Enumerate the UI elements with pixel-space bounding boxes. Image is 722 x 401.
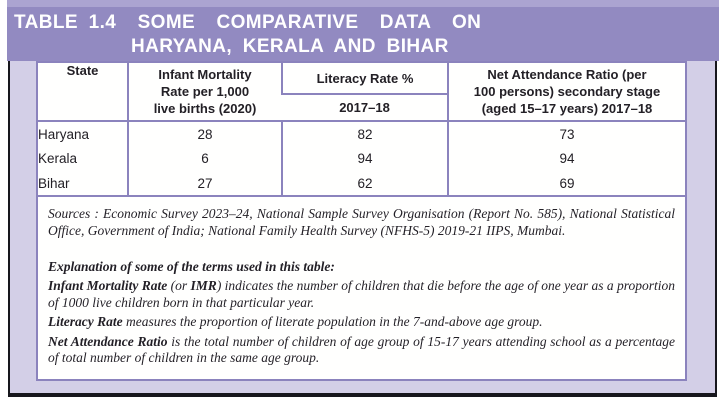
cell-imr-value: 28 (127, 121, 282, 146)
cell-state-name: Kerala (38, 151, 78, 166)
table-row-bihar: Bihar 27 62 69 (38, 171, 685, 197)
content-frame: State Infant Mortality Rate per 1,000 li… (8, 61, 717, 397)
term-definition-text: measures the proportion of literate popu… (122, 314, 543, 329)
col-header-literacy-rate: Literacy Rate % (281, 63, 448, 95)
term-name: Infant Mortality Rate (48, 278, 168, 293)
comparative-data-table: State Infant Mortality Rate per 1,000 li… (38, 63, 685, 197)
cell-literacy-value: 82 (281, 121, 448, 146)
term-definition-text: ) indicates the number of children that … (48, 278, 676, 310)
table-row-kerala: Kerala 6 94 94 (38, 146, 685, 171)
term-definition-literacy-rate: Literacy Rate measures the proportion of… (48, 314, 675, 331)
col-header-infant-mortality: Infant Mortality Rate per 1,000 live bir… (127, 63, 282, 122)
term-name: Literacy Rate (48, 314, 123, 329)
table-title-band: TABLE 1.4 SOME COMPARATIVE DATA ON HARYA… (7, 7, 719, 61)
cell-nar-value: 73 (447, 121, 685, 146)
cell-literacy-value: 94 (281, 146, 448, 171)
term-paren: (or (167, 278, 191, 293)
cell-state-name: Haryana (38, 126, 90, 142)
table-notes: Sources : Economic Survey 2023–24, Natio… (38, 197, 685, 367)
term-abbr: IMR (190, 278, 217, 293)
table-title-line1: TABLE 1.4 SOME COMPARATIVE DATA ON (14, 12, 482, 33)
cell-state-name: Bihar (38, 171, 128, 197)
sources-note: Sources : Economic Survey 2023–24, Natio… (48, 206, 675, 238)
term-definition-text: is the total number of children of age g… (48, 333, 675, 366)
table-row-haryana: Haryana 28 82 73 (38, 121, 685, 146)
term-definition-net-attendance-ratio: Net Attendance Ratio is the total number… (48, 334, 675, 367)
term-name: Net Attendance Ratio (48, 333, 168, 349)
cell-literacy-value: 62 (281, 171, 448, 197)
col-header-literacy-year: 2017–18 (282, 94, 448, 122)
table-title-line2: HARYANA, KERALA AND BIHAR (131, 36, 449, 57)
cell-nar-value: 69 (447, 171, 685, 197)
cell-nar-value: 94 (447, 146, 685, 171)
cell-imr-value: 6 (127, 146, 282, 171)
explanation-heading: Explanation of some of the terms used in… (48, 259, 335, 274)
col-header-state: State (38, 63, 128, 122)
table-card: State Infant Mortality Rate per 1,000 li… (36, 61, 687, 381)
cell-imr-value: 27 (127, 171, 282, 197)
title-band-top-strip (7, 0, 719, 7)
term-definition-infant-mortality-rate: Infant Mortality Rate (or IMR) indicates… (48, 278, 675, 311)
col-header-net-attendance: Net Attendance Ratio (per 100 persons) s… (447, 63, 685, 122)
